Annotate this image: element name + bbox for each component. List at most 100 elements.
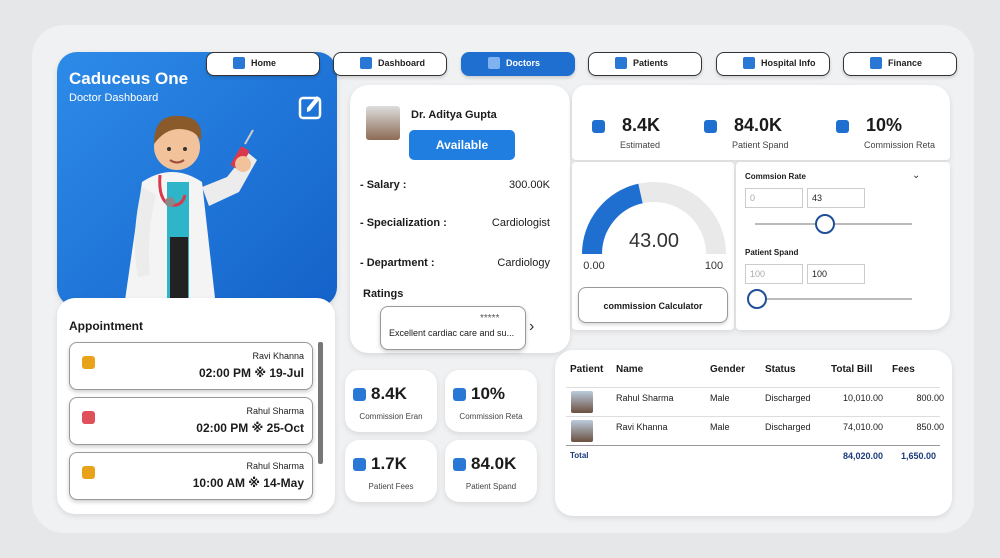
doctor-photo (366, 106, 400, 140)
gauge-max: 100 (705, 260, 723, 272)
total-label: Total (570, 451, 589, 460)
table-card (555, 350, 952, 516)
cell: 850.00 (916, 422, 944, 432)
patient-photo (571, 391, 593, 413)
gauge: 43.00 0.00 100 (582, 182, 726, 272)
column-header: Gender (710, 364, 746, 375)
column-header: Status (765, 364, 796, 375)
nav-label: Dashboard (378, 58, 426, 68)
field-value: Cardiology (497, 257, 550, 269)
small-kpi-label: Patient Spand (465, 482, 517, 491)
small-kpi-label: Commission Reta (459, 412, 523, 421)
icon (592, 120, 605, 133)
nav-label: Doctors (506, 58, 541, 68)
input[interactable]: 100 (745, 264, 803, 284)
nav-button[interactable]: Patients (588, 52, 702, 76)
chevron: ⌄ (912, 170, 921, 181)
nav-label: Home (251, 58, 277, 68)
cell: 74,010.00 (842, 422, 883, 432)
doctor-name: Dr. Aditya Gupta (411, 109, 497, 121)
appointment-name: Ravi Khanna (252, 351, 304, 361)
appointment-when: 10:00 AM ※ 14-May (192, 476, 304, 490)
icon (836, 120, 849, 133)
appointment-name: Rahul Sharma (246, 461, 304, 471)
field-label: - Salary : (360, 179, 407, 191)
kpi-label: Patient Spand (732, 140, 789, 150)
nav-icon (615, 57, 627, 69)
input[interactable]: 0 (745, 188, 803, 208)
cell: 10,010.00 (842, 393, 883, 403)
cell: Discharged (765, 393, 811, 403)
row-line (566, 445, 940, 446)
total-fees: 1,650.00 (900, 451, 936, 461)
appointment-item (69, 397, 313, 445)
small-kpi-card (345, 440, 437, 502)
small-kpi-value: 1.7K (371, 454, 407, 473)
profile-card: Caduceus One Doctor Dashboard (57, 52, 337, 307)
nav-label: Finance (888, 58, 923, 68)
nav-button[interactable]: Home (206, 52, 320, 76)
row-line (566, 416, 940, 417)
nav-button[interactable]: Finance (843, 52, 957, 76)
small-kpi-card (445, 370, 537, 432)
kpi-label: Commission Reta (864, 140, 936, 150)
kpi-label: Estimated (620, 140, 661, 150)
column-header: Fees (892, 364, 915, 375)
slider-knob[interactable] (815, 214, 835, 234)
gauge-min: 0.00 (583, 260, 604, 272)
icon (704, 120, 717, 133)
icon (82, 411, 95, 424)
cell: 800.00 (916, 393, 944, 403)
kpi-value: 10% (866, 115, 903, 135)
rate-label: Commsion Rate (745, 172, 806, 181)
icon (353, 388, 366, 401)
ratings-label: Ratings (363, 288, 404, 300)
review-arrow: › (529, 318, 535, 335)
small-kpi-card (345, 370, 437, 432)
nav-icon (870, 57, 882, 69)
scrollbar (318, 342, 323, 464)
icon (353, 458, 366, 471)
cell: Ravi Khanna (616, 422, 668, 432)
small-kpi-value: 8.4K (371, 384, 407, 403)
doctor-illustration (124, 96, 322, 307)
column-header: Total Bill (831, 364, 873, 375)
total-bill: 84,020.00 (842, 451, 883, 461)
app-subtitle: Doctor Dashboard (69, 92, 159, 104)
kpi-value: 8.4K (622, 115, 661, 135)
input[interactable]: 43 (807, 188, 865, 208)
patient-photo (571, 420, 593, 442)
slider-track (755, 298, 912, 300)
status-button[interactable]: Available (409, 130, 515, 160)
icon (82, 356, 95, 369)
field-label: - Specialization : (360, 217, 447, 229)
slider-knob[interactable] (747, 289, 767, 309)
nav-icon (233, 57, 245, 69)
nav-button[interactable]: Hospital Info (716, 52, 830, 76)
field-label: - Department : (360, 257, 435, 269)
cell: Rahul Sharma (616, 393, 674, 403)
cell: Male (710, 422, 730, 432)
appointment-item (69, 452, 313, 500)
field-value: 300.00K (509, 179, 550, 191)
appointment-when: 02:00 PM ※ 19-Jul (198, 366, 304, 380)
input[interactable]: 100 (807, 264, 865, 284)
nav-label: Hospital Info (761, 58, 816, 68)
small-kpi-label: Patient Fees (368, 482, 414, 491)
rating-stars: ***** (480, 313, 500, 324)
review-text: Excellent cardiac care and su... (389, 328, 515, 338)
spend-label: Patient Spand (745, 248, 799, 257)
small-kpi-label: Commission Eran (359, 412, 423, 421)
nav-label: Patients (633, 58, 669, 68)
gauge-value-label: 43.00 (629, 230, 679, 252)
appointment-when: 02:00 PM ※ 25-Oct (196, 421, 304, 435)
nav-icon (743, 57, 755, 69)
nav-button[interactable]: Doctors (461, 52, 575, 76)
nav-icon (488, 57, 500, 69)
icon (453, 388, 466, 401)
field-value: Cardiologist (491, 217, 550, 229)
calculator-button[interactable]: commission Calculator (578, 287, 728, 323)
kpi-card (572, 85, 950, 160)
nav-button[interactable]: Dashboard (333, 52, 447, 76)
